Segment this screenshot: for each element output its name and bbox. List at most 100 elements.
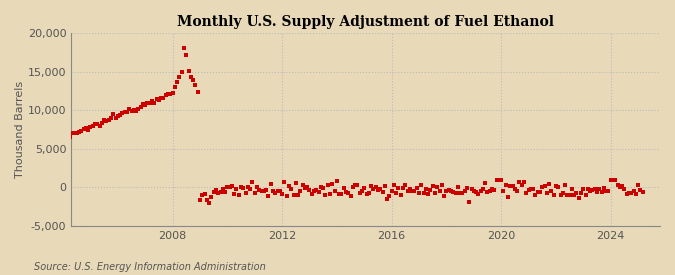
Point	[371, 185, 381, 189]
Point	[272, 189, 283, 193]
Point	[443, 188, 454, 192]
Point	[240, 191, 251, 195]
Point	[72, 131, 82, 136]
Point	[402, 189, 413, 193]
Point	[211, 188, 221, 192]
Point	[601, 188, 612, 193]
Point	[621, 192, 632, 197]
Point	[503, 195, 514, 200]
Point	[468, 188, 479, 193]
Title: Monthly U.S. Supply Adjustment of Fuel Ethanol: Monthly U.S. Supply Adjustment of Fuel E…	[177, 15, 554, 29]
Point	[318, 186, 329, 190]
Point	[543, 182, 554, 186]
Point	[131, 108, 142, 113]
Point	[94, 124, 105, 128]
Point	[363, 191, 374, 195]
Point	[325, 192, 335, 196]
Point	[446, 188, 456, 193]
Point	[234, 192, 244, 197]
Point	[491, 177, 502, 182]
Point	[181, 52, 192, 57]
Point	[632, 183, 643, 188]
Point	[553, 185, 564, 190]
Point	[635, 188, 646, 193]
Point	[174, 75, 185, 79]
Point	[381, 197, 392, 201]
Point	[505, 184, 516, 188]
Point	[583, 187, 593, 191]
Point	[313, 190, 324, 194]
Point	[558, 191, 568, 195]
Text: Source: U.S. Energy Information Administration: Source: U.S. Energy Information Administ…	[34, 262, 265, 272]
Point	[393, 185, 404, 190]
Point	[489, 188, 500, 192]
Point	[404, 186, 415, 191]
Point	[290, 181, 301, 186]
Point	[361, 192, 372, 196]
Point	[133, 107, 144, 111]
Point	[194, 198, 205, 202]
Point	[302, 185, 313, 189]
Point	[480, 180, 491, 185]
Point	[541, 191, 552, 195]
Point	[74, 130, 84, 134]
Point	[409, 189, 420, 194]
Point	[179, 45, 190, 50]
Point	[587, 188, 598, 192]
Point	[441, 189, 452, 193]
Point	[311, 188, 322, 192]
Point	[368, 187, 379, 191]
Point	[341, 189, 352, 194]
Point	[343, 190, 354, 195]
Point	[169, 84, 180, 89]
Point	[279, 180, 290, 184]
Point	[300, 186, 310, 190]
Point	[217, 187, 228, 191]
Y-axis label: Thousand Barrels: Thousand Barrels	[15, 81, 25, 178]
Point	[142, 101, 153, 105]
Point	[275, 189, 286, 193]
Point	[562, 193, 573, 197]
Point	[400, 182, 410, 187]
Point	[252, 185, 263, 189]
Point	[229, 192, 240, 196]
Point	[576, 191, 587, 196]
Point	[254, 188, 265, 192]
Point	[60, 136, 71, 140]
Point	[630, 192, 641, 197]
Point	[605, 178, 616, 183]
Point	[626, 191, 637, 196]
Point	[551, 184, 562, 188]
Point	[475, 189, 486, 193]
Point	[227, 184, 238, 188]
Point	[171, 80, 182, 84]
Point	[295, 189, 306, 194]
Point	[356, 188, 367, 193]
Point	[110, 116, 121, 120]
Point	[348, 185, 358, 189]
Point	[256, 189, 267, 193]
Point	[493, 177, 504, 182]
Point	[628, 189, 639, 193]
Point	[614, 185, 625, 189]
Point	[199, 192, 210, 196]
Point	[359, 185, 370, 190]
Point	[585, 189, 595, 194]
Point	[336, 192, 347, 196]
Point	[128, 108, 139, 112]
Point	[286, 187, 296, 191]
Point	[386, 189, 397, 194]
Point	[92, 122, 103, 126]
Point	[521, 191, 532, 196]
Point	[297, 183, 308, 187]
Point	[144, 101, 155, 105]
Point	[512, 189, 522, 193]
Point	[637, 190, 648, 194]
Point	[247, 180, 258, 184]
Point	[495, 177, 506, 182]
Point	[619, 187, 630, 192]
Point	[204, 201, 215, 205]
Point	[528, 187, 539, 191]
Point	[578, 187, 589, 191]
Point	[224, 185, 235, 189]
